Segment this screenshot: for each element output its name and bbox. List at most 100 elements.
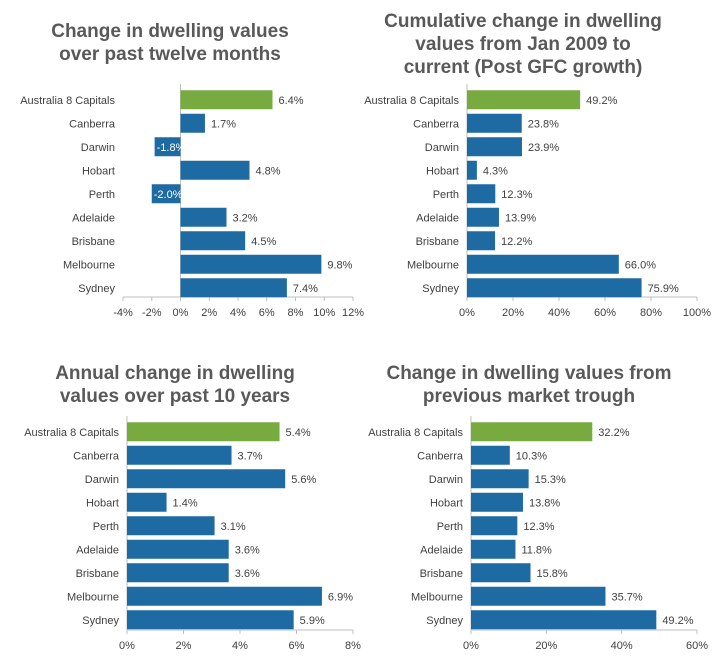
category-label: Canberra [413, 118, 460, 130]
chart-title-3: Annual change in dwelling values over pa… [20, 362, 330, 408]
bar-darwin [471, 469, 529, 489]
value-label: 66.0% [625, 259, 656, 271]
category-label: Australia 8 Capitals [20, 95, 115, 107]
bar-brisbane [127, 563, 229, 583]
category-label: Hobart [430, 497, 463, 509]
category-label: Perth [433, 189, 459, 201]
bar-sydney [471, 610, 657, 630]
category-label: Australia 8 Capitals [364, 95, 459, 107]
bar-australia-8-capitals [471, 422, 593, 442]
value-label: 12.3% [501, 189, 532, 201]
bar-perth [467, 184, 496, 204]
chart-title-4: Change in dwelling values from previous … [364, 362, 694, 408]
x-tick-label: 6% [259, 307, 275, 319]
x-tick-label: 10% [313, 307, 335, 319]
category-label: Darwin [429, 474, 463, 486]
bar-perth [151, 184, 181, 204]
category-label: Hobart [86, 497, 119, 509]
x-tick-label: 60% [594, 307, 616, 319]
value-label: 1.7% [211, 118, 236, 130]
bar-brisbane [180, 231, 246, 251]
x-tick-label: 0% [173, 307, 189, 319]
category-label: Darwin [425, 142, 459, 154]
category-label: Perth [89, 189, 115, 201]
bar-perth [127, 516, 215, 536]
bar-darwin [467, 137, 522, 157]
bar-melbourne [467, 254, 619, 274]
value-label: 5.4% [286, 427, 311, 439]
bar-canberra [467, 113, 522, 133]
category-label: Adelaide [72, 212, 115, 224]
chart-title-3-line-2: values over past 10 years [59, 386, 291, 407]
chart-title-2-line-2: values from Jan 2009 to [415, 34, 631, 55]
x-tick-label: 0% [463, 640, 479, 652]
bar-brisbane [467, 231, 496, 251]
value-label: 12.3% [523, 521, 554, 533]
value-label: -2.0% [154, 189, 183, 201]
bar-perth [471, 516, 518, 536]
x-tick-label: -4% [113, 307, 133, 319]
x-tick-label: -2% [142, 307, 162, 319]
bar-melbourne [180, 254, 322, 274]
value-label: 3.6% [235, 568, 260, 580]
bar-melbourne [127, 586, 322, 606]
bar-sydney [467, 278, 642, 298]
category-label: Melbourne [407, 259, 459, 271]
value-label: 23.9% [528, 142, 559, 154]
bar-brisbane [471, 563, 531, 583]
value-label: 75.9% [648, 283, 679, 295]
bar-sydney [180, 278, 287, 298]
value-label: 4.8% [256, 165, 281, 177]
x-tick-label: 6% [289, 640, 305, 652]
x-tick-label: 0% [119, 640, 135, 652]
chart-title-1-line-1: Change in dwelling values [51, 21, 289, 42]
value-label: 35.7% [611, 591, 642, 603]
chart-title-1-line-2: over past twelve months [59, 44, 281, 65]
value-label: 3.2% [233, 212, 258, 224]
value-label: 6.4% [279, 95, 304, 107]
bar-adelaide [127, 539, 229, 559]
bar-australia-8-capitals [127, 422, 280, 442]
value-label: 12.2% [501, 236, 532, 248]
chart-title-2-line-1: Cumulative change in dwelling [384, 11, 662, 32]
category-label: Brisbane [416, 236, 459, 248]
bar-hobart [127, 492, 167, 512]
category-label: Canberra [69, 118, 116, 130]
value-label: 49.2% [662, 615, 693, 627]
bar-hobart [471, 492, 523, 512]
value-label: 3.1% [221, 521, 246, 533]
bar-adelaide [471, 539, 516, 559]
category-label: Adelaide [416, 212, 459, 224]
bar-hobart [467, 160, 477, 180]
category-label: Brisbane [72, 236, 115, 248]
category-label: Adelaide [76, 544, 119, 556]
x-tick-label: 40% [611, 640, 633, 652]
x-tick-label: 0% [459, 307, 475, 319]
value-label: 49.2% [586, 95, 617, 107]
value-label: 11.8% [521, 544, 552, 556]
x-tick-label: 4% [230, 307, 246, 319]
category-label: Sydney [422, 283, 459, 295]
bar-canberra [127, 445, 232, 465]
bar-canberra [471, 445, 510, 465]
value-label: 32.2% [598, 427, 629, 439]
category-label: Brisbane [420, 568, 463, 580]
category-label: Australia 8 Capitals [368, 427, 463, 439]
chart-title-1: Change in dwelling values over past twel… [20, 20, 320, 66]
value-label: 4.3% [483, 165, 508, 177]
value-label: 1.4% [173, 497, 198, 509]
x-tick-label: 100% [683, 307, 711, 319]
value-label: 10.3% [516, 450, 547, 462]
chart-title-3-line-1: Annual change in dwelling [55, 363, 295, 384]
chart-title-4-line-1: Change in dwelling values from [386, 363, 672, 384]
category-label: Sydney [426, 615, 463, 627]
value-label: 5.6% [291, 474, 316, 486]
category-label: Melbourne [67, 591, 119, 603]
bar-melbourne [471, 586, 606, 606]
value-label: 15.8% [537, 568, 568, 580]
category-label: Hobart [426, 165, 459, 177]
x-tick-label: 60% [686, 640, 708, 652]
value-label: 15.3% [535, 474, 566, 486]
